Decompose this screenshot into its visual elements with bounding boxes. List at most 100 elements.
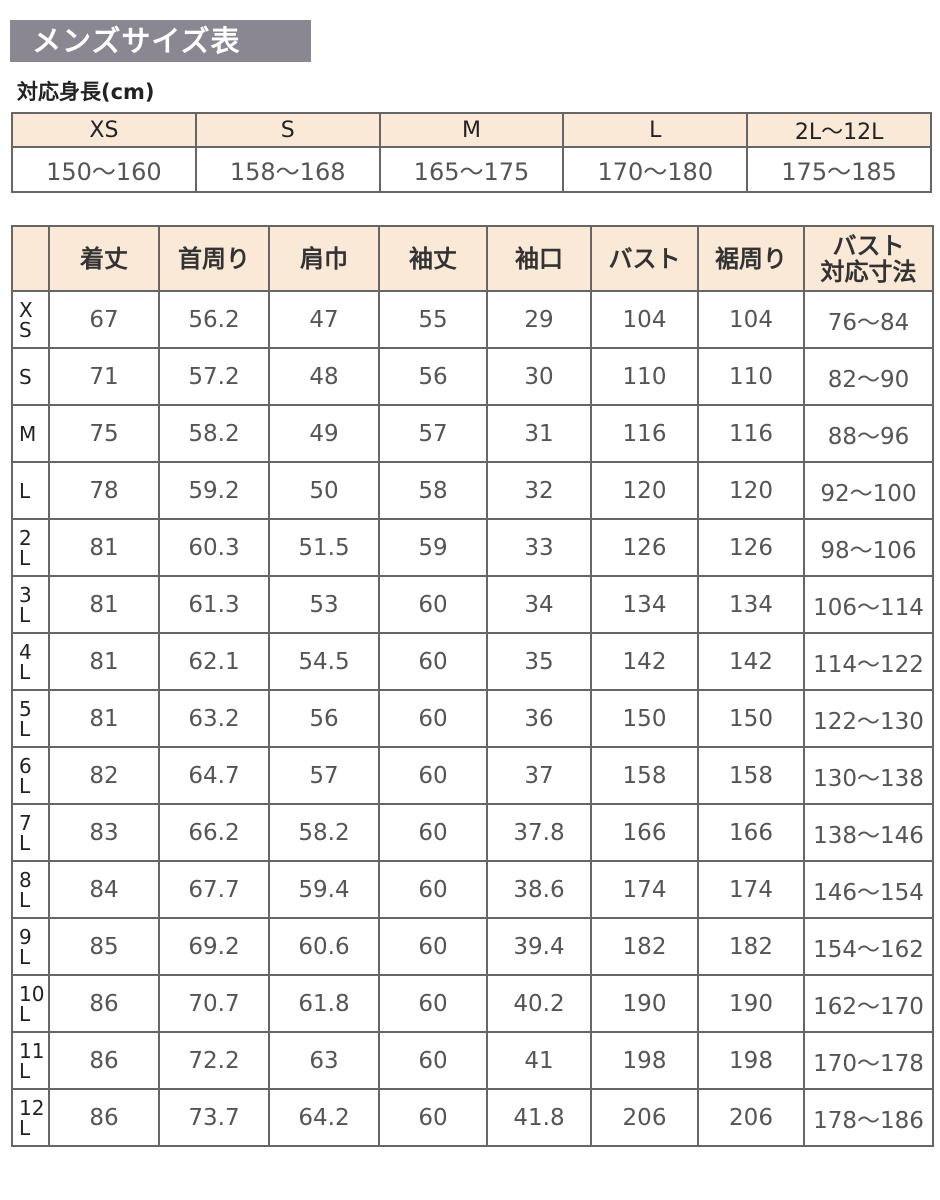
- column-header: 肩巾: [268, 225, 380, 292]
- table-cell: 56.2: [158, 290, 270, 349]
- table-cell: 60: [378, 860, 488, 919]
- table-cell: 33: [486, 518, 592, 577]
- table-cell: 57: [378, 404, 488, 463]
- table-cell: 64.7: [158, 746, 270, 805]
- table-cell: 154〜162: [803, 917, 934, 976]
- table-cell: 130〜138: [803, 746, 934, 805]
- table-cell: 54.5: [268, 632, 380, 691]
- table-cell: 53: [268, 575, 380, 634]
- table-cell: 166: [697, 803, 805, 862]
- row-size-label: 10 L: [11, 974, 50, 1033]
- table-row: 10 L 86 70.7 61.8 60 40.2 190 190 162〜170: [11, 974, 934, 1033]
- table-cell: 85: [48, 917, 160, 976]
- table-cell: 150: [697, 689, 805, 748]
- table-row: S 71 57.2 48 56 30 110 110 82〜90: [11, 347, 934, 406]
- table-cell: 60.6: [268, 917, 380, 976]
- table-cell: 58: [378, 461, 488, 520]
- table-cell: 206: [590, 1088, 699, 1147]
- column-header: [11, 225, 50, 292]
- table-cell: 35: [486, 632, 592, 691]
- table-row: 3 L 81 61.3 53 60 34 134 134 106〜114: [11, 575, 934, 634]
- row-size-label: M: [11, 404, 50, 463]
- table-row: M 75 58.2 49 57 31 116 116 88〜96: [11, 404, 934, 463]
- table-row: 12 L 86 73.7 64.2 60 41.8 206 206 178〜186: [11, 1088, 934, 1147]
- table-cell: 63: [268, 1031, 380, 1090]
- table-cell: 84: [48, 860, 160, 919]
- table-cell: 114〜122: [803, 632, 934, 691]
- table-row: 4 L 81 62.1 54.5 60 35 142 142 114〜122: [11, 632, 934, 691]
- table-cell: 75: [48, 404, 160, 463]
- table-cell: 120: [697, 461, 805, 520]
- height-table: XS S M L 2L〜12L 150〜160 158〜168 165〜175 170〜180…: [11, 112, 932, 193]
- table-row: 6 L 82 64.7 57 60 37 158 158 130〜138: [11, 746, 934, 805]
- height-range-cell: 158〜168: [194, 146, 381, 193]
- table-cell: 69.2: [158, 917, 270, 976]
- row-size-label: 12 L: [11, 1088, 50, 1147]
- row-size-label: 8 L: [11, 860, 50, 919]
- table-cell: 198: [590, 1031, 699, 1090]
- table-cell: 59: [378, 518, 488, 577]
- table-cell: 138〜146: [803, 803, 934, 862]
- table-cell: 31: [486, 404, 592, 463]
- table-cell: 37.8: [486, 803, 592, 862]
- table-row: 2 L 81 60.3 51.5 59 33 126 126 98〜106: [11, 518, 934, 577]
- column-header: 裾周り: [697, 225, 805, 292]
- row-size-label: S: [11, 347, 50, 406]
- table-cell: 150: [590, 689, 699, 748]
- size-header-cell: M: [378, 112, 565, 148]
- table-cell: 174: [697, 860, 805, 919]
- table-cell: 142: [697, 632, 805, 691]
- table-cell: 60.3: [158, 518, 270, 577]
- row-size-label: 4 L: [11, 632, 50, 691]
- table-cell: 29: [486, 290, 592, 349]
- table-cell: 59.4: [268, 860, 380, 919]
- table-cell: 182: [590, 917, 699, 976]
- table-cell: 110: [590, 347, 699, 406]
- table-cell: 66.2: [158, 803, 270, 862]
- table-cell: 55: [378, 290, 488, 349]
- table-cell: 50: [268, 461, 380, 520]
- table-cell: 81: [48, 518, 160, 577]
- table-cell: 104: [590, 290, 699, 349]
- table-cell: 120: [590, 461, 699, 520]
- row-size-label: 9 L: [11, 917, 50, 976]
- table-row: 11 L 86 72.2 63 60 41 198 198 170〜178: [11, 1031, 934, 1090]
- table-cell: 83: [48, 803, 160, 862]
- column-header: 首周り: [158, 225, 270, 292]
- table-cell: 63.2: [158, 689, 270, 748]
- table-cell: 190: [697, 974, 805, 1033]
- table-cell: 86: [48, 1088, 160, 1147]
- height-table-caption: 対応身長(cm): [17, 80, 155, 104]
- column-header: 袖口: [486, 225, 592, 292]
- height-range-cell: 165〜175: [378, 146, 565, 193]
- table-cell: 37: [486, 746, 592, 805]
- table-cell: 62.1: [158, 632, 270, 691]
- table-cell: 60: [378, 632, 488, 691]
- table-cell: 92〜100: [803, 461, 934, 520]
- table-row: 8 L 84 67.7 59.4 60 38.6 174 174 146〜154: [11, 860, 934, 919]
- table-cell: 116: [697, 404, 805, 463]
- table-cell: 134: [590, 575, 699, 634]
- table-cell: 122〜130: [803, 689, 934, 748]
- row-size-label: 3 L: [11, 575, 50, 634]
- table-cell: 58.2: [268, 803, 380, 862]
- table-cell: 146〜154: [803, 860, 934, 919]
- table-cell: 86: [48, 1031, 160, 1090]
- table-cell: 71: [48, 347, 160, 406]
- column-header: バスト: [590, 225, 699, 292]
- table-cell: 126: [590, 518, 699, 577]
- size-header-cell: 2L〜12L: [746, 112, 932, 148]
- table-cell: 86: [48, 974, 160, 1033]
- table-cell: 72.2: [158, 1031, 270, 1090]
- table-cell: 30: [486, 347, 592, 406]
- table-cell: 110: [697, 347, 805, 406]
- table-cell: 47: [268, 290, 380, 349]
- row-size-label: 7 L: [11, 803, 50, 862]
- row-size-label: 2 L: [11, 518, 50, 577]
- table-cell: 56: [268, 689, 380, 748]
- table-cell: 174: [590, 860, 699, 919]
- table-cell: 78: [48, 461, 160, 520]
- row-size-label: L: [11, 461, 50, 520]
- column-header: 着丈: [48, 225, 160, 292]
- size-table: 着丈 首周り 肩巾 袖丈 袖口 バスト 裾周り バスト 対応寸法 X S 67 56.2 47 55 2…: [11, 225, 934, 1147]
